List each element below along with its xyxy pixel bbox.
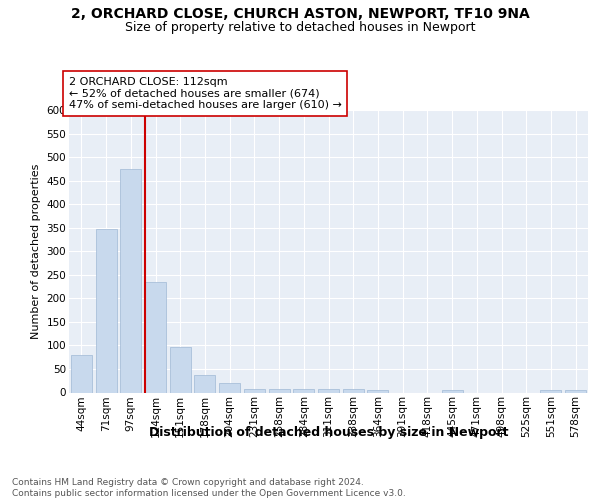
Text: 2, ORCHARD CLOSE, CHURCH ASTON, NEWPORT, TF10 9NA: 2, ORCHARD CLOSE, CHURCH ASTON, NEWPORT,… [71, 8, 529, 22]
Bar [145, 282, 166, 393]
Bar [565, 390, 586, 392]
Y-axis label: Number of detached properties: Number of detached properties [31, 164, 41, 339]
Text: Size of property relative to detached houses in Newport: Size of property relative to detached ho… [125, 21, 475, 34]
Bar [318, 389, 339, 392]
Text: Contains HM Land Registry data © Crown copyright and database right 2024.
Contai: Contains HM Land Registry data © Crown c… [12, 478, 406, 498]
Bar [120, 169, 141, 392]
Bar [269, 388, 290, 392]
Bar [244, 389, 265, 392]
Bar [194, 375, 215, 392]
Text: 2 ORCHARD CLOSE: 112sqm
← 52% of detached houses are smaller (674)
47% of semi-d: 2 ORCHARD CLOSE: 112sqm ← 52% of detache… [69, 77, 342, 110]
Text: Distribution of detached houses by size in Newport: Distribution of detached houses by size … [149, 426, 509, 439]
Bar [442, 390, 463, 392]
Bar [71, 355, 92, 393]
Bar [219, 383, 240, 392]
Bar [343, 389, 364, 392]
Bar [367, 390, 388, 392]
Bar [95, 228, 116, 392]
Bar [293, 389, 314, 392]
Bar [541, 390, 562, 392]
Bar [170, 347, 191, 393]
